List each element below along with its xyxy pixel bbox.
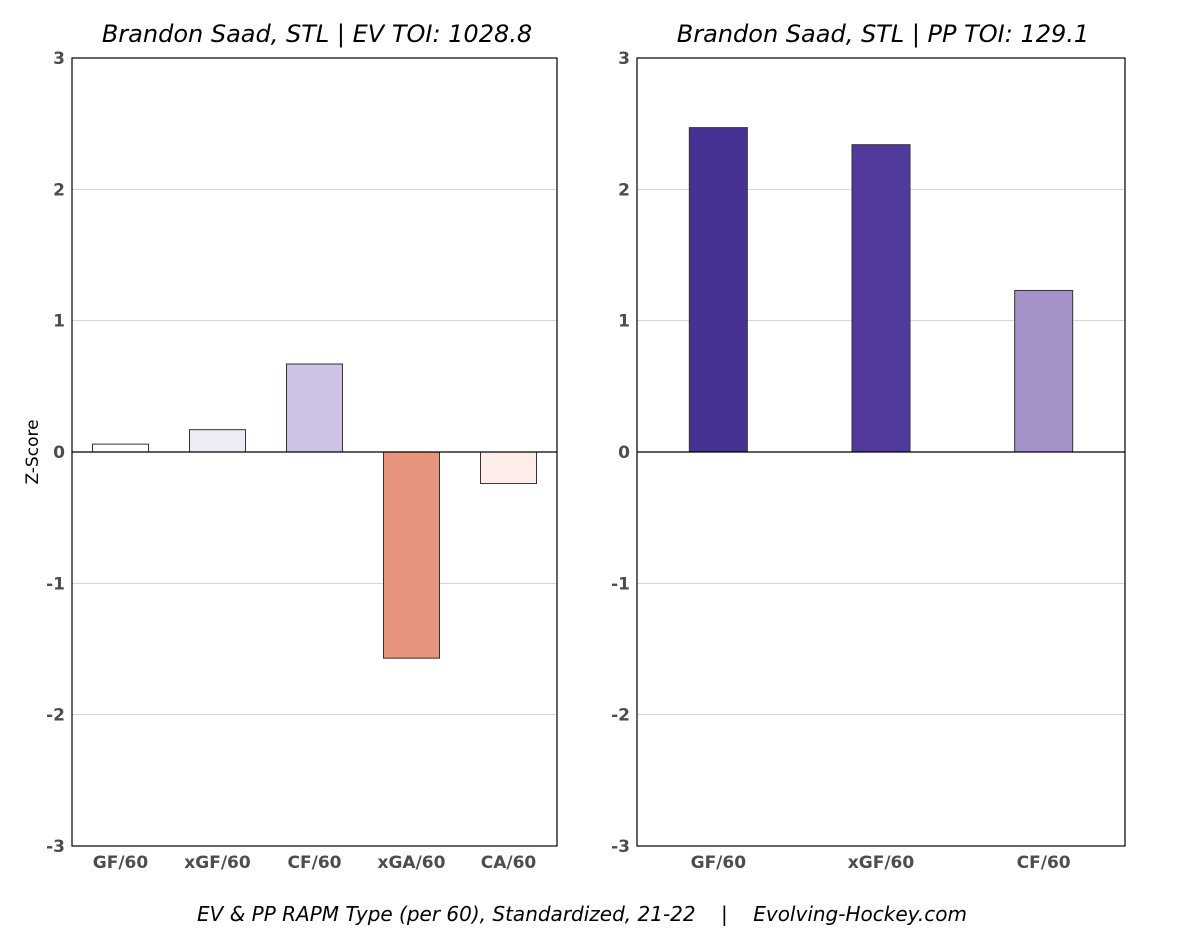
bar-gf-60 xyxy=(688,127,748,453)
x-tick-label: CA/60 xyxy=(481,853,537,873)
x-tick-label: CF/60 xyxy=(288,853,342,873)
y-tick-label: 0 xyxy=(53,443,65,463)
y-tick-label: -3 xyxy=(46,837,65,857)
y-tick-label: -2 xyxy=(46,706,65,726)
x-tick-label: CF/60 xyxy=(1017,853,1071,873)
figure-caption: EV & PP RAPM Type (per 60), Standardized… xyxy=(197,902,967,926)
chart-title: Brandon Saad, STL | EV TOI: 1028.8 xyxy=(102,20,532,48)
y-tick-label: -1 xyxy=(46,574,65,594)
y-tick-label: 2 xyxy=(618,180,630,200)
y-tick-label: 1 xyxy=(53,312,65,332)
y-tick-label: -2 xyxy=(611,706,630,726)
bar-cf-60 xyxy=(1014,289,1074,453)
x-tick-label: GF/60 xyxy=(93,853,149,873)
y-tick-label: 0 xyxy=(618,443,630,463)
bar-xgf-60 xyxy=(189,429,246,453)
y-tick-label: 3 xyxy=(618,49,630,69)
bar-cf-60 xyxy=(286,363,343,453)
y-tick-label: 1 xyxy=(618,312,630,332)
x-tick-label: GF/60 xyxy=(691,853,747,873)
x-tick-label: xGA/60 xyxy=(378,853,446,873)
plot-frame xyxy=(636,57,1126,847)
bar-xgf-60 xyxy=(851,144,911,453)
x-tick-label: xGF/60 xyxy=(184,853,251,873)
bar-gf-60 xyxy=(92,443,149,453)
y-tick-label: -1 xyxy=(611,574,630,594)
plot-frame xyxy=(71,57,558,847)
bar-xga-60 xyxy=(383,451,440,659)
bar-ca-60 xyxy=(480,451,537,485)
x-tick-label: xGF/60 xyxy=(848,853,915,873)
chart-title: Brandon Saad, STL | PP TOI: 129.1 xyxy=(677,20,1089,48)
ev-chart-panel: GF/60 xGF/60 CF/60 xGA/60 CA/60 -3 -2 -1 0 1 2 3 Bra… xyxy=(23,20,558,873)
pp-chart-panel: GF/60 xGF/60 CF/60 -3 -2 -1 0 1 2 3 Brandon Saad, … xyxy=(611,20,1126,873)
y-tick-label: 2 xyxy=(53,180,65,200)
y-tick-label: -3 xyxy=(611,837,630,857)
y-tick-label: 3 xyxy=(53,49,65,69)
y-axis-label: Z-Score xyxy=(23,419,43,484)
